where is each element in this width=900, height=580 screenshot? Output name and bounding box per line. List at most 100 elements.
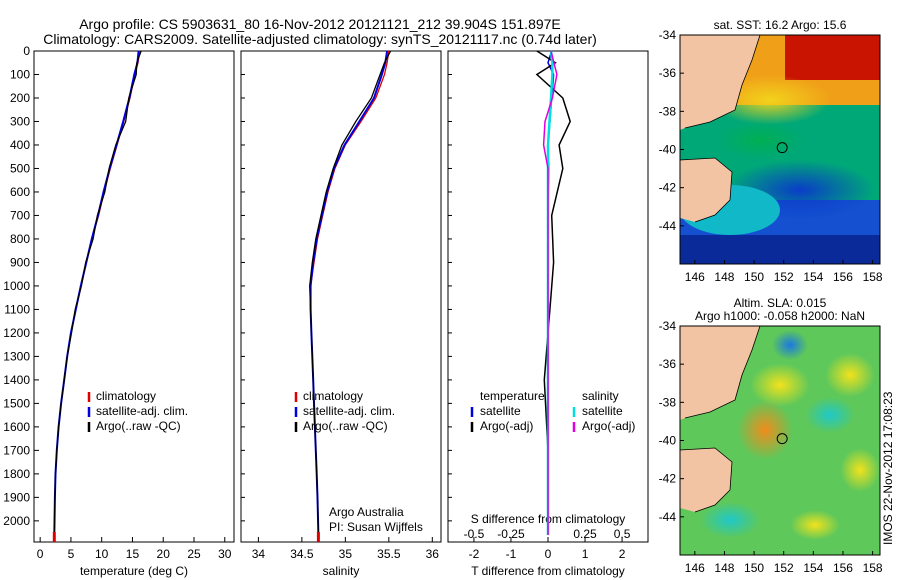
legend-label: Argo(..raw -QC): [303, 419, 388, 433]
map-y-tick-label: -40: [659, 143, 677, 157]
depth-tick-label: 1000: [3, 279, 30, 293]
x-tick-label: -2: [469, 547, 480, 561]
map-x-tick-label: 150: [744, 270, 764, 284]
diff-series-3: [542, 50, 558, 535]
depth-tick-label: 400: [10, 138, 30, 152]
map-y-tick-label: -34: [659, 28, 677, 42]
x-tick-label: 20: [157, 547, 171, 561]
depth-tick-label: 1700: [3, 443, 30, 457]
sst-map: [679, 34, 881, 265]
depth-tick-label: 200: [10, 91, 30, 105]
map-y-tick-label: -38: [659, 104, 677, 118]
series-satellite-adj-clim-: [53, 50, 140, 536]
map-y-tick-label: -36: [659, 66, 677, 80]
sla-yellow-1: [750, 363, 810, 407]
s-tick-label: 0.25: [573, 527, 597, 541]
depth-tick-label: 600: [10, 185, 30, 199]
depth-tick-label: 1900: [3, 490, 30, 504]
map-y-tick-label: -36: [659, 357, 677, 371]
sst-hot-corner: [785, 35, 880, 80]
sla-blue-1: [772, 330, 808, 360]
legend-label: Argo(-adj): [582, 419, 635, 433]
timestamp-stamp: IMOS 22-Nov-2012 17:08:23: [881, 392, 895, 555]
x-tick-label: -1: [506, 547, 517, 561]
map-x-tick-label: 158: [863, 561, 883, 575]
x-tick-label: 2: [619, 547, 626, 561]
map-x-tick-label: 156: [833, 270, 853, 284]
map-x-tick-label: 158: [863, 270, 883, 284]
map-x-tick-label: 154: [803, 561, 823, 575]
sla-map: [679, 325, 881, 556]
sla-yellow-2: [825, 353, 875, 397]
legend-label: Argo(-adj): [480, 419, 533, 433]
x-tick-label: 34.5: [290, 547, 314, 561]
x-tick-label: 36: [426, 547, 440, 561]
sla-yellow-3: [840, 448, 880, 492]
series-climatology: [53, 50, 141, 536]
x-tick-label: 10: [95, 547, 109, 561]
map-x-tick-label: 146: [685, 561, 705, 575]
series-climatology: [309, 50, 390, 536]
legend-label: satellite: [582, 404, 623, 418]
depth-tick-label: 1200: [3, 326, 30, 340]
depth-tick-label: 1400: [3, 373, 30, 387]
argo-position-marker: [776, 433, 788, 445]
chart-title-line1: Argo profile: CS 5903631_80 16-Nov-2012 …: [79, 16, 561, 32]
argo-position-marker: [776, 142, 788, 154]
x-tick-label: 25: [187, 547, 201, 561]
annotation-line: PI: Susan Wijffels: [329, 520, 423, 534]
map-y-tick-label: -42: [659, 472, 677, 486]
map-y-tick-label: -44: [659, 510, 677, 524]
depth-tick-label: 900: [10, 255, 30, 269]
sst-deep-cool: [680, 235, 880, 264]
depth-tick-label: 1100: [4, 302, 30, 316]
legend-label: Argo(..raw -QC): [96, 419, 181, 433]
legend-label: climatology: [303, 389, 363, 403]
map-x-tick-label: 152: [774, 270, 794, 284]
depth-tick-label: 1300: [3, 349, 30, 363]
x-tick-label: 34: [252, 547, 266, 561]
map-x-tick-label: 150: [744, 561, 764, 575]
depth-tick-label: 2000: [3, 514, 30, 528]
map-y-tick-label: -40: [659, 434, 677, 448]
legend-label: satellite-adj. clim.: [96, 404, 188, 418]
map-x-tick-label: 148: [714, 561, 734, 575]
map-y-tick-label: -34: [659, 319, 677, 333]
depth-tick-label: 100: [10, 67, 30, 81]
legend-header: salinity: [582, 389, 619, 403]
x-axis-label: T difference from climatology: [471, 564, 625, 578]
series-argo-raw-qc-: [309, 50, 392, 536]
sla-yellow-4: [790, 510, 840, 540]
depth-tick-label: 500: [10, 161, 30, 175]
map-x-tick-label: 154: [803, 270, 823, 284]
map-x-tick-label: 156: [833, 561, 853, 575]
x-tick-label: 0: [545, 547, 552, 561]
diff-series-1: [535, 50, 572, 535]
sla-land-mainland: [680, 326, 760, 420]
sst-land-tasmania: [680, 158, 732, 222]
depth-tick-label: 1600: [3, 420, 30, 434]
depth-tick-label: 0: [23, 44, 30, 58]
depth-tick-label: 300: [10, 114, 30, 128]
sla-coastline: [679, 325, 761, 513]
map-y-tick-label: -42: [659, 181, 677, 195]
sst-coastline: [679, 34, 761, 223]
s-tick-label: 0.5: [614, 527, 631, 541]
x-tick-label: 1: [582, 547, 589, 561]
depth-tick-label: 700: [10, 208, 30, 222]
x-tick-label: 30: [218, 547, 232, 561]
map-title: Argo h1000: -0.058 h2000: NaN: [695, 309, 865, 323]
sst-land-mainland: [680, 35, 760, 130]
depth-tick-label: 800: [10, 232, 30, 246]
map-y-tick-label: -44: [659, 219, 677, 233]
series-argo-raw-qc-: [53, 50, 142, 536]
legend-label: climatology: [96, 389, 156, 403]
x-tick-label: 35.5: [377, 547, 401, 561]
x-tick-label: 0: [37, 547, 44, 561]
map-x-tick-label: 146: [685, 270, 705, 284]
sla-orange-1: [737, 400, 793, 460]
annotation-line: Argo Australia: [329, 505, 404, 519]
depth-tick-label: 1500: [3, 396, 30, 410]
legend-label: satellite: [480, 404, 521, 418]
x-tick-label: 5: [68, 547, 75, 561]
